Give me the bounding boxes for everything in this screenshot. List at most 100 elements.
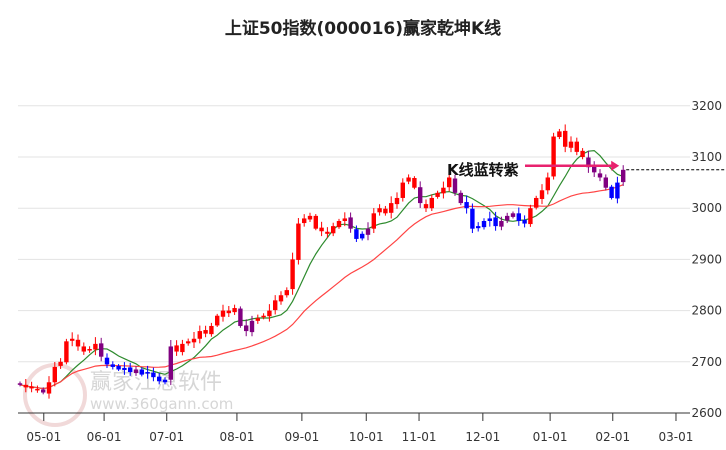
y-tick-label: 3200	[691, 99, 722, 113]
candle-body	[592, 166, 597, 173]
candle-body	[220, 310, 226, 317]
x-tick-label: 01-01	[533, 430, 568, 444]
candle-body	[64, 341, 69, 363]
candle-body	[238, 308, 243, 326]
candle-body	[360, 233, 365, 239]
candle-body	[487, 218, 492, 221]
candle-body	[29, 386, 34, 389]
arrow-head-icon	[611, 160, 620, 171]
candle-body	[168, 346, 173, 380]
candle-body	[545, 177, 550, 191]
candle-body	[423, 204, 429, 209]
candle-body	[255, 318, 260, 321]
candle-body	[429, 197, 434, 209]
candle-body	[452, 178, 458, 193]
annotation-label: K线蓝转紫	[447, 161, 519, 179]
candle-body	[568, 141, 574, 148]
candles	[17, 124, 626, 399]
candle-body	[302, 218, 307, 224]
candle-body	[110, 364, 115, 367]
candle-body	[209, 325, 214, 335]
candle-body	[383, 208, 388, 214]
candle-body	[458, 192, 463, 204]
candle-body	[371, 213, 376, 229]
candle-body	[35, 388, 40, 391]
candle-body	[307, 215, 313, 220]
candle-body	[499, 221, 504, 227]
candle-body	[574, 141, 579, 152]
candle-body	[377, 208, 382, 213]
candle-body	[87, 349, 92, 351]
x-tick-label: 07-01	[149, 430, 184, 444]
candle-body	[75, 339, 81, 347]
moving-averages	[19, 149, 624, 390]
candle-body	[267, 310, 272, 317]
candle-body	[296, 223, 301, 260]
candle-body	[342, 218, 347, 221]
candle-body	[435, 192, 440, 197]
candle-body	[418, 187, 423, 204]
candle-body	[226, 310, 231, 314]
candle-body	[145, 372, 150, 374]
candle-body	[133, 369, 139, 374]
candle-body	[470, 208, 475, 229]
candle-body	[400, 182, 405, 198]
candle-body	[23, 384, 28, 388]
candle-body	[93, 343, 98, 350]
candle-body	[597, 173, 603, 178]
candle-body	[261, 315, 266, 318]
candle-body	[365, 228, 371, 235]
candle-body	[325, 231, 330, 234]
candle-body	[354, 229, 359, 239]
candle-body	[394, 197, 400, 205]
candle-body	[58, 361, 63, 366]
candle-body	[528, 208, 533, 225]
watermark-name: 赢家江恩软件	[90, 370, 222, 395]
x-tick-label: 05-01	[26, 430, 61, 444]
x-tick-label: 08-01	[219, 430, 254, 444]
candle-body	[551, 136, 556, 177]
candle-body	[406, 177, 411, 182]
annotation: K线蓝转紫	[447, 160, 726, 179]
candle-body	[99, 343, 104, 357]
ma-short-line	[19, 149, 624, 390]
y-tick-label: 2600	[691, 406, 722, 420]
chart-title: 上证50指数(000016)赢家乾坤K线	[224, 19, 502, 39]
candle-body	[52, 366, 57, 383]
candle-body	[441, 187, 446, 194]
candle-body	[603, 177, 608, 188]
candle-body	[336, 221, 342, 228]
candle-body	[180, 343, 185, 353]
candle-body	[621, 169, 626, 183]
candle-body	[563, 130, 568, 147]
candle-body	[244, 325, 249, 332]
y-tick-label: 2900	[691, 252, 722, 266]
candle-body	[389, 203, 394, 213]
candle-body	[476, 226, 481, 229]
candle-body	[557, 131, 562, 138]
candle-body	[522, 219, 527, 224]
y-tick-label: 2800	[691, 304, 722, 318]
candle-body	[215, 315, 220, 326]
candle-body	[174, 345, 179, 352]
watermark-url: www.360gann.com	[90, 395, 233, 413]
candle-body	[516, 213, 521, 221]
x-tick-label: 11-01	[402, 430, 437, 444]
candle-body	[157, 376, 162, 382]
grid	[18, 105, 690, 363]
candle-body	[197, 331, 202, 339]
candle-body	[203, 330, 208, 334]
x-tick-label: 12-01	[465, 430, 500, 444]
candle-body	[128, 367, 133, 373]
candle-body	[534, 197, 539, 208]
candle-body	[186, 341, 191, 344]
candle-body	[139, 369, 144, 375]
candle-body	[481, 221, 487, 228]
x-tick-label: 06-01	[87, 430, 122, 444]
candle-body	[284, 290, 289, 296]
candle-body	[580, 150, 585, 157]
candle-body	[290, 259, 295, 290]
candle-body	[104, 357, 110, 365]
candle-body	[539, 190, 545, 199]
y-tick-label: 3100	[691, 150, 722, 164]
